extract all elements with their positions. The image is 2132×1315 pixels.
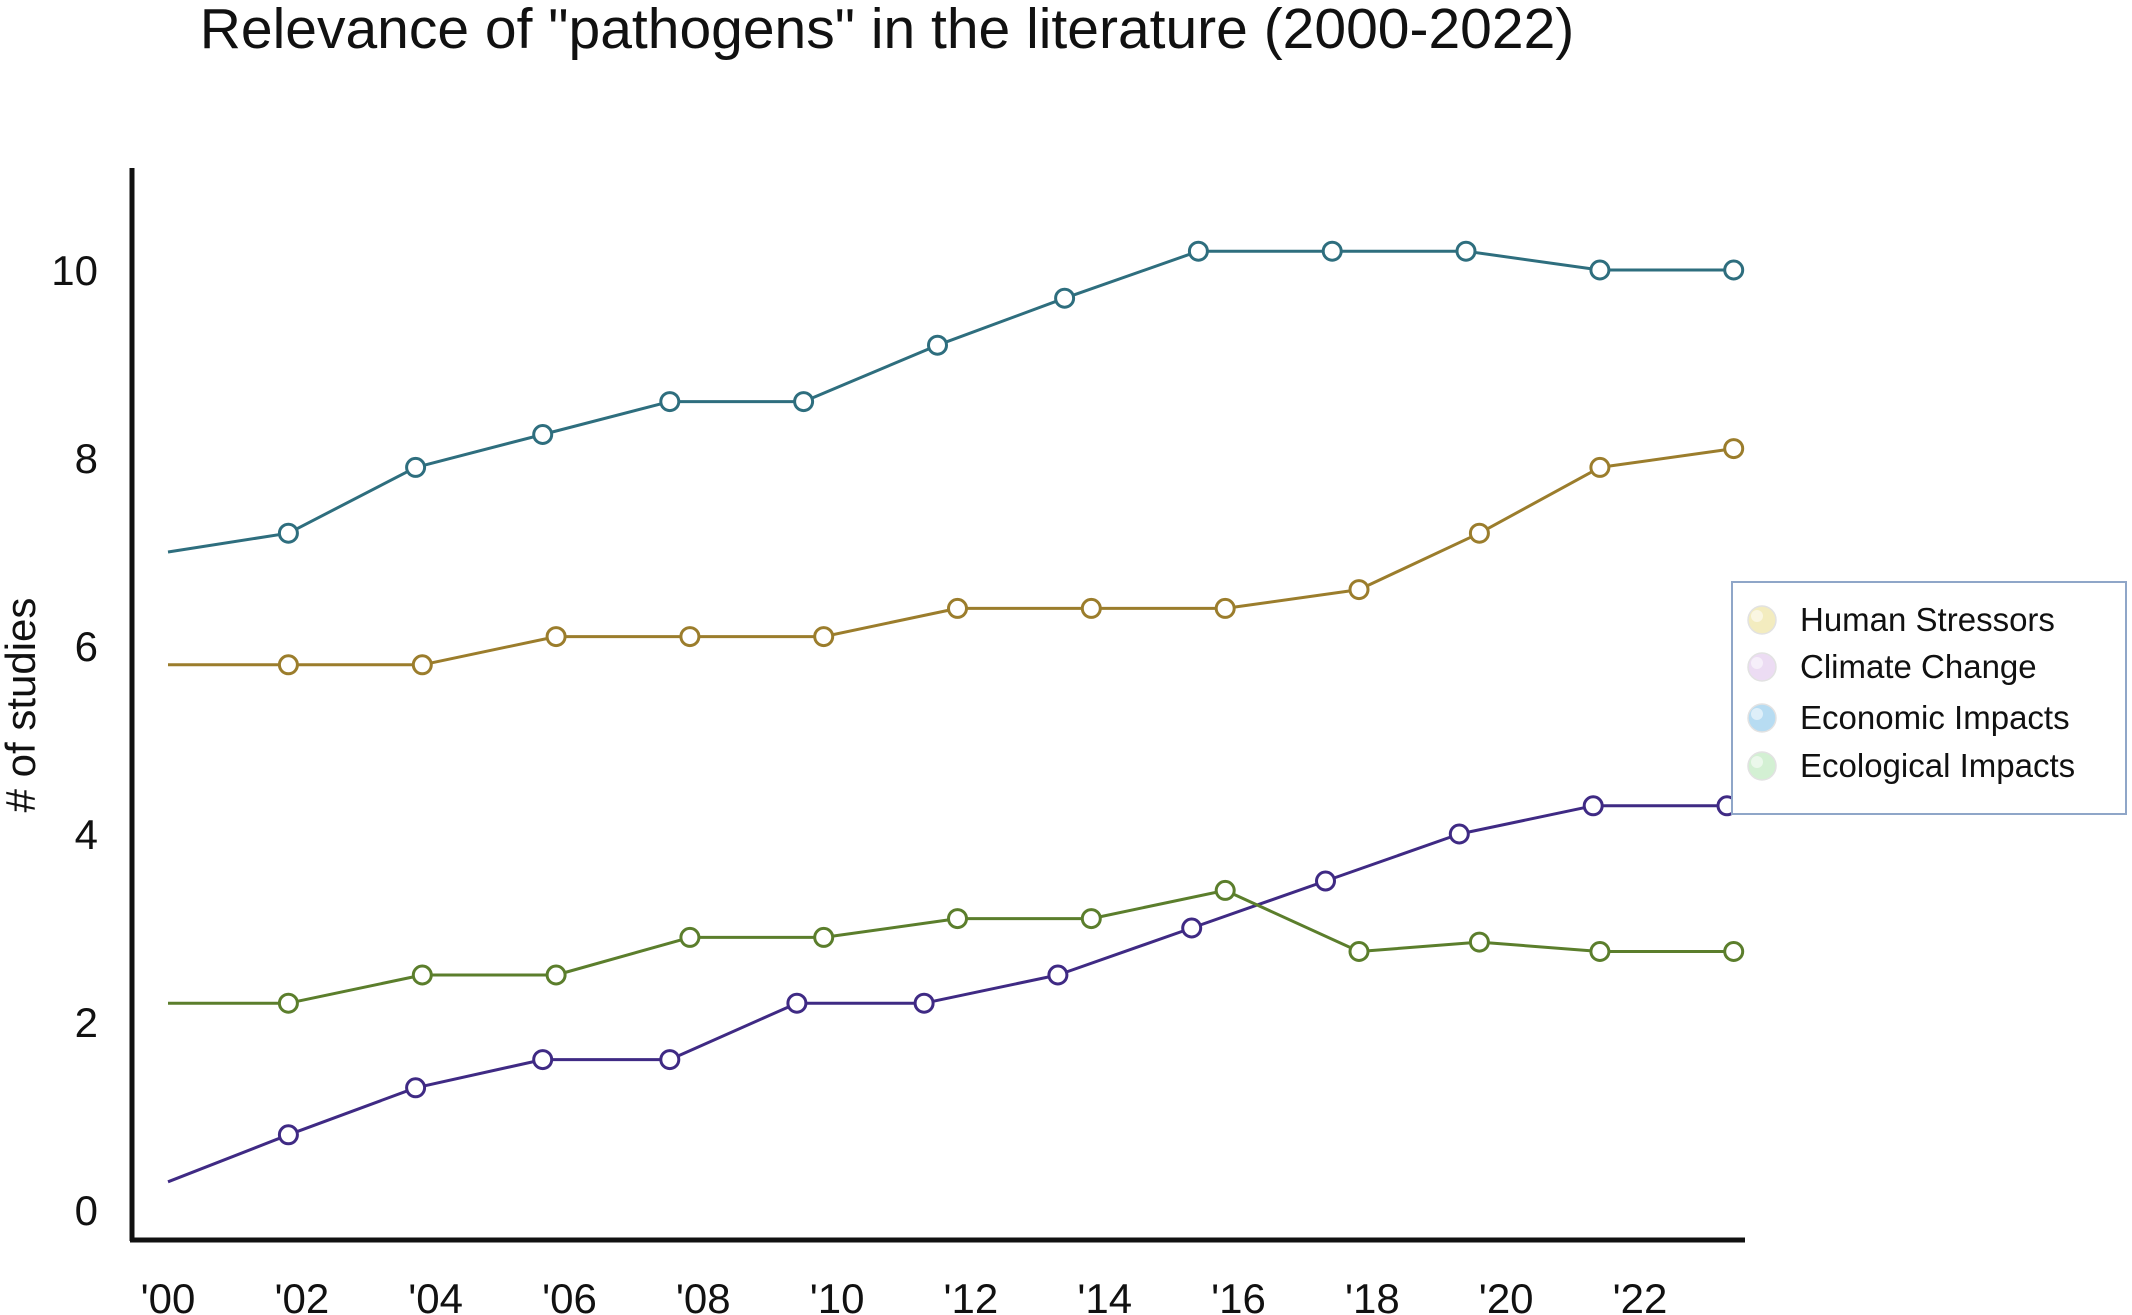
data-point: [1448, 823, 1470, 845]
data-point: [405, 456, 427, 478]
data-point: [1468, 522, 1490, 544]
legend-swatch: [1747, 703, 1777, 733]
data-point: [1723, 941, 1745, 962]
data-point: [913, 992, 935, 1014]
data-point: [277, 992, 299, 1014]
chart-title: Relevance of "pathogens" in the literatu…: [200, 0, 1575, 61]
data-point: [1181, 917, 1203, 939]
x-tick-label: '18: [1345, 1275, 1400, 1315]
legend-swatch-highlight: [1751, 708, 1763, 720]
legend-swatch-highlight: [1751, 657, 1763, 669]
data-point: [1054, 287, 1076, 309]
series-3: [168, 879, 1745, 1014]
series-0: [167, 240, 1745, 554]
data-point: [405, 1077, 427, 1099]
data-point: [1187, 240, 1209, 262]
data-point: [1348, 579, 1370, 601]
data-point: [277, 1124, 299, 1146]
data-point: [1468, 931, 1490, 953]
series-2: [167, 795, 1738, 1184]
data-point: [277, 654, 299, 676]
legend-item: Ecological Impacts: [1747, 747, 2075, 784]
data-point: [1455, 240, 1477, 262]
legend-swatch-highlight: [1751, 756, 1763, 768]
data-point: [1047, 964, 1069, 986]
legend-label: Ecological Impacts: [1800, 747, 2075, 784]
x-tick-label: '12: [944, 1275, 999, 1315]
data-point: [786, 992, 808, 1014]
legend-label: Climate Change: [1800, 648, 2037, 685]
legend-item: Economic Impacts: [1747, 699, 2070, 736]
data-point: [1321, 240, 1343, 262]
y-tick-label: 10: [51, 247, 98, 294]
data-point: [1589, 941, 1611, 962]
data-point: [793, 391, 815, 413]
data-point: [679, 926, 701, 948]
legend-item: Human Stressors: [1747, 601, 2055, 638]
x-tick-label: '22: [1613, 1275, 1668, 1315]
y-tick-label: 0: [75, 1187, 98, 1234]
data-point: [532, 1049, 554, 1071]
x-tick-label: '10: [810, 1275, 865, 1315]
data-point: [813, 626, 835, 648]
x-tick-label: '04: [408, 1275, 463, 1315]
data-point: [813, 926, 835, 948]
series-line: [168, 447, 1734, 667]
series-line: [168, 888, 1734, 1005]
series-line: [167, 804, 1727, 1184]
data-point: [1582, 795, 1604, 817]
data-point: [411, 964, 433, 986]
data-point: [545, 626, 567, 648]
data-point: [545, 964, 567, 986]
x-tick-label: '16: [1211, 1275, 1266, 1315]
ticks-layer: 0 2 4 6 8 10 '00 '02 '04 '06 '08 '10 '12 '14 '16 '18 '20…: [51, 247, 1667, 1315]
x-tick-label: '14: [1077, 1275, 1132, 1315]
data-point: [679, 626, 701, 648]
legend-item: Climate Change: [1747, 648, 2037, 685]
series-line: [167, 249, 1734, 554]
data-point: [1723, 259, 1745, 281]
data-point: [1589, 456, 1611, 478]
data-point: [1589, 259, 1611, 281]
x-tick-label: '08: [676, 1275, 731, 1315]
y-tick-label: 4: [75, 811, 98, 858]
legend: Human Stressors Climate Change Economic Im…: [1731, 581, 2127, 815]
x-tick-label: '00: [141, 1275, 196, 1315]
data-point: [927, 334, 948, 356]
legend-label: Human Stressors: [1800, 601, 2055, 638]
y-tick-label: 6: [75, 623, 98, 670]
x-tick-label: '02: [274, 1275, 329, 1315]
legend-box: [1731, 581, 2127, 815]
data-point: [277, 522, 299, 544]
legend-label: Economic Impacts: [1800, 699, 2070, 736]
data-point: [1315, 870, 1336, 892]
x-tick-label: '20: [1479, 1275, 1534, 1315]
legend-swatch: [1747, 605, 1777, 635]
legend-items: Human Stressors Climate Change Economic Im…: [1747, 601, 2075, 784]
data-point: [532, 424, 554, 445]
data-point: [659, 1049, 681, 1071]
data-point: [1080, 597, 1102, 619]
data-point: [1214, 597, 1236, 619]
data-point: [1348, 941, 1370, 962]
legend-swatch-highlight: [1751, 610, 1763, 622]
data-point: [947, 597, 968, 619]
axes-layer: [129, 168, 1745, 1243]
data-point: [1723, 438, 1745, 460]
data-point: [1080, 908, 1102, 930]
data-point: [1214, 879, 1236, 901]
y-tick-label: 2: [75, 999, 98, 1046]
legend-swatch: [1747, 751, 1777, 781]
x-tick-label: '06: [542, 1275, 597, 1315]
data-point: [659, 391, 681, 413]
y-axis-label: # of studies: [0, 598, 44, 813]
data-point: [411, 654, 433, 676]
data-point: [947, 908, 968, 930]
series-layer: [167, 240, 1745, 1184]
legend-swatch: [1747, 652, 1777, 682]
series-1: [168, 438, 1745, 676]
y-tick-label: 8: [75, 435, 98, 482]
